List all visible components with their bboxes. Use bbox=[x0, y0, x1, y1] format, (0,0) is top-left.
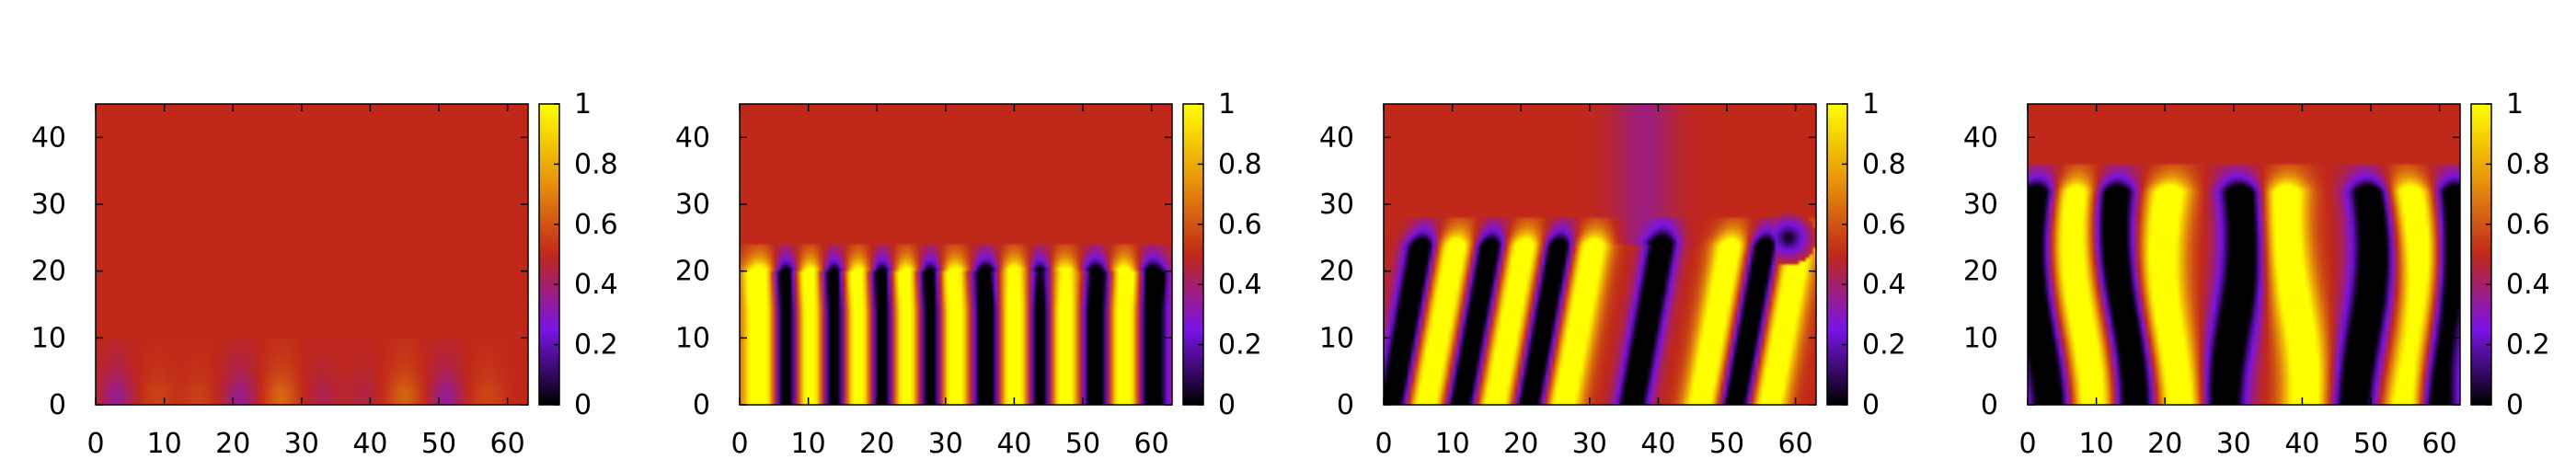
y-tick-label: 10 bbox=[1319, 322, 1354, 354]
plot-frame bbox=[1383, 103, 1817, 406]
colorbar-tick-label: 0.4 bbox=[1218, 269, 1262, 301]
y-tick-label: 20 bbox=[1963, 256, 1998, 288]
colorbar-tick-label: 0.2 bbox=[1862, 329, 1906, 362]
y-tick-label: 10 bbox=[1963, 322, 1998, 354]
colorbar-tick-label: 0 bbox=[574, 389, 592, 421]
y-tick-label: 0 bbox=[1337, 389, 1354, 421]
x-tick-label: 0 bbox=[1374, 428, 1392, 460]
x-tick-label: 10 bbox=[147, 428, 182, 460]
x-tick-label: 30 bbox=[1572, 428, 1607, 460]
y-tick-label: 20 bbox=[1319, 256, 1354, 288]
x-tick-label: 10 bbox=[1435, 428, 1470, 460]
heatmap-image bbox=[740, 104, 1172, 405]
x-tick-label: 60 bbox=[490, 428, 525, 460]
x-tick-label: 20 bbox=[215, 428, 250, 460]
colorbar-tick-label: 0.6 bbox=[1218, 209, 1262, 241]
colorbar-tick-label: 0 bbox=[1862, 389, 1880, 421]
chart-panel-1: 0 10 20 30 40 50 60 0 10 20 30 40 0 0.2 0.4 0.6 0.8 1 bbox=[31, 88, 618, 460]
x-tick-label: 0 bbox=[86, 428, 104, 460]
y-tick-label: 0 bbox=[49, 389, 66, 421]
x-tick-label: 40 bbox=[996, 428, 1031, 460]
x-tick-label: 50 bbox=[1065, 428, 1100, 460]
x-tick-label: 40 bbox=[2284, 428, 2319, 460]
x-tick-label: 40 bbox=[1640, 428, 1675, 460]
y-tick-label: 0 bbox=[1981, 389, 1998, 421]
y-tick-label: 40 bbox=[1963, 121, 1998, 154]
colorbar-tick-label: 0 bbox=[2506, 389, 2524, 421]
colorbar-tick-label: 0.8 bbox=[1862, 148, 1906, 180]
y-tick-label: 40 bbox=[675, 121, 710, 154]
x-tick-label: 30 bbox=[284, 428, 319, 460]
colorbar-tick-label: 0.4 bbox=[1862, 269, 1906, 301]
colorbar-tick-label: 0.8 bbox=[1218, 148, 1262, 180]
x-tick-label: 60 bbox=[1778, 428, 1813, 460]
colorbar-tick-label: 0.4 bbox=[2506, 269, 2550, 301]
chart-panel-2: 0 10 20 30 40 50 60 0 10 20 30 40 0 0.2 0.4 0.6 0.8 1 bbox=[675, 88, 1262, 460]
plot-frame bbox=[2027, 103, 2461, 406]
colorbar-tick-label: 0 bbox=[1218, 389, 1236, 421]
y-tick-label: 30 bbox=[31, 189, 66, 221]
colorbar-tick-label: 0.8 bbox=[574, 148, 618, 180]
x-tick-label: 50 bbox=[421, 428, 456, 460]
colorbar-tick-label: 0.6 bbox=[2506, 209, 2550, 241]
chart-panel-4: 0 10 20 30 40 50 60 0 10 20 30 40 0 0.2 0.4 0.6 0.8 1 bbox=[1963, 88, 2550, 460]
x-tick-label: 20 bbox=[2147, 428, 2182, 460]
y-tick-label: 20 bbox=[675, 256, 710, 288]
y-tick-label: 10 bbox=[675, 322, 710, 354]
y-tick-label: 30 bbox=[1963, 189, 1998, 221]
colorbar bbox=[1182, 103, 1204, 406]
y-tick-label: 40 bbox=[31, 121, 66, 154]
colorbar-tick-label: 0.2 bbox=[574, 329, 618, 362]
x-tick-label: 10 bbox=[2079, 428, 2114, 460]
x-tick-label: 10 bbox=[791, 428, 826, 460]
y-tick-label: 30 bbox=[1319, 189, 1354, 221]
colorbar bbox=[1826, 103, 1848, 406]
y-tick-label: 40 bbox=[1319, 121, 1354, 154]
colorbar-tick-label: 0.2 bbox=[2506, 329, 2550, 362]
colorbar-tick-label: 0.6 bbox=[574, 209, 618, 241]
y-tick-label: 20 bbox=[31, 256, 66, 288]
colorbar bbox=[2470, 103, 2492, 406]
colorbar-tick-label: 0.2 bbox=[1218, 329, 1262, 362]
x-tick-label: 0 bbox=[730, 428, 748, 460]
x-tick-label: 20 bbox=[859, 428, 894, 460]
x-tick-label: 60 bbox=[1134, 428, 1169, 460]
chart-panel-3: 0 10 20 30 40 50 60 0 10 20 30 40 0 0.2 0.4 0.6 0.8 1 bbox=[1319, 88, 1906, 460]
x-tick-label: 20 bbox=[1503, 428, 1538, 460]
colorbar-tick-label: 1 bbox=[1218, 88, 1236, 121]
x-tick-label: 30 bbox=[2216, 428, 2251, 460]
x-tick-label: 40 bbox=[352, 428, 387, 460]
heatmap-image bbox=[1384, 104, 1816, 405]
heatmap-image bbox=[2028, 104, 2460, 405]
x-tick-label: 60 bbox=[2422, 428, 2457, 460]
x-tick-label: 50 bbox=[1709, 428, 1744, 460]
colorbar-tick-label: 1 bbox=[574, 88, 592, 121]
plot-frame bbox=[95, 103, 529, 406]
y-tick-label: 10 bbox=[31, 322, 66, 354]
plot-frame bbox=[739, 103, 1173, 406]
x-tick-label: 0 bbox=[2018, 428, 2036, 460]
y-tick-label: 0 bbox=[693, 389, 710, 421]
colorbar-tick-label: 1 bbox=[2506, 88, 2524, 121]
x-tick-label: 30 bbox=[928, 428, 963, 460]
heatmap-image bbox=[96, 104, 528, 405]
colorbar-tick-label: 1 bbox=[1862, 88, 1880, 121]
x-tick-label: 50 bbox=[2353, 428, 2388, 460]
colorbar-tick-label: 0.4 bbox=[574, 269, 618, 301]
y-tick-label: 30 bbox=[675, 189, 710, 221]
colorbar bbox=[538, 103, 560, 406]
colorbar-tick-label: 0.6 bbox=[1862, 209, 1906, 241]
colorbar-tick-label: 0.8 bbox=[2506, 148, 2550, 180]
